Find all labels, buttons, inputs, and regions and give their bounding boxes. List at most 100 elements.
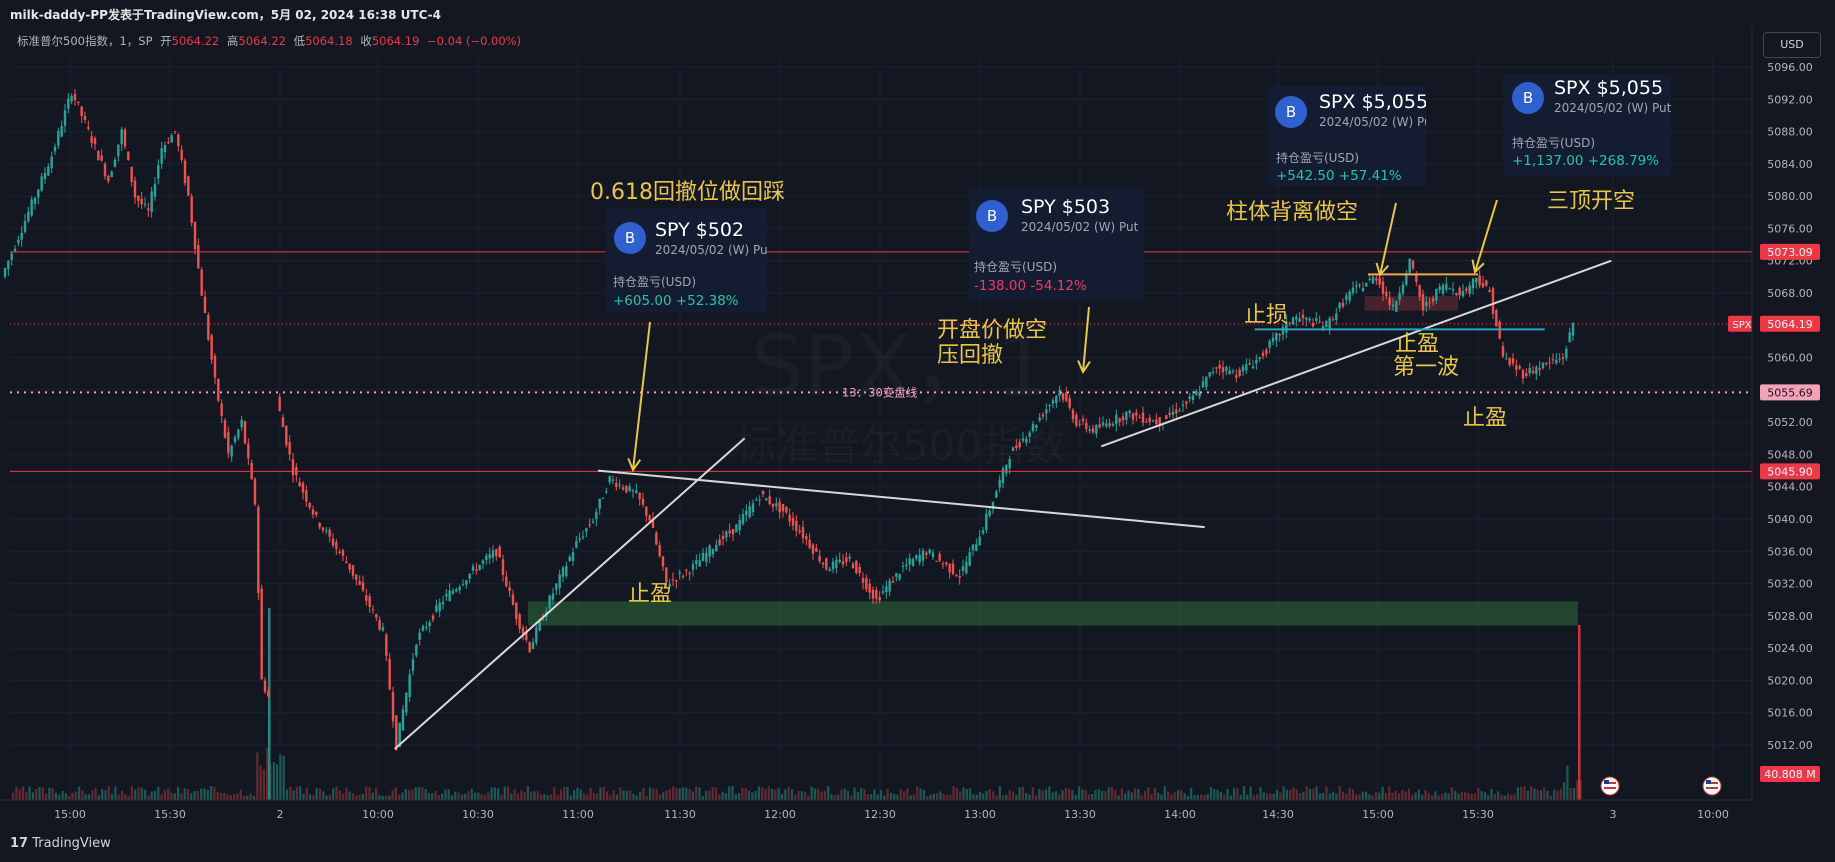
- volume-bar: [1005, 794, 1008, 800]
- candle-body: [127, 151, 130, 161]
- candle-body: [885, 586, 888, 593]
- candle-body: [778, 501, 781, 513]
- candle-body: [1265, 349, 1268, 355]
- time-tick-label: 14:00: [1164, 808, 1196, 821]
- volume-bar: [639, 791, 642, 800]
- volume-bar: [1516, 787, 1519, 800]
- candle-body: [253, 478, 257, 505]
- candle-body: [1341, 302, 1345, 307]
- volume-bar: [1209, 787, 1213, 800]
- time-axis[interactable]: 15:00 15:30 2 10:00 10:30 11:00 11:30 12:00 12:3…: [0, 776, 1835, 826]
- candle-body: [1058, 389, 1061, 396]
- price-zones: [528, 296, 1578, 626]
- volume-bar: [589, 787, 592, 800]
- volume-bar: [216, 791, 219, 800]
- volume-bar: [889, 792, 892, 800]
- candle-body: [791, 517, 795, 526]
- volume-bar: [1186, 795, 1189, 800]
- volume-bar: [919, 788, 922, 800]
- volume-bar: [582, 793, 586, 800]
- candle-body: [1001, 468, 1005, 484]
- volume-bar: [873, 789, 876, 800]
- candle-body: [1375, 278, 1378, 281]
- position-card-spx-5055-a[interactable]: B SPX $5,055 2024/05/02 (W) Put 持仓盈亏(USD…: [1268, 86, 1426, 186]
- candle-body: [1218, 365, 1221, 369]
- price-zone: [1364, 296, 1458, 311]
- candle-body: [451, 590, 455, 594]
- volume-bar: [1167, 791, 1170, 800]
- price-axis[interactable]: 5096.00 5092.00 5088.00 5084.00 5080.00 5076.…: [1751, 27, 1835, 800]
- currency-button[interactable]: USD: [1763, 32, 1821, 58]
- price-tick-label: 5028.00: [1767, 610, 1813, 623]
- volume-bar: [949, 794, 952, 800]
- candle-body: [1151, 420, 1155, 422]
- candle-body: [478, 564, 481, 570]
- volume-bar: [487, 792, 490, 800]
- candle-body: [1235, 375, 1238, 378]
- volume-bar: [714, 787, 718, 800]
- volume-bar: [916, 786, 919, 800]
- candle-body: [828, 569, 831, 572]
- volume-bar: [1460, 791, 1463, 800]
- volume-bar: [1074, 794, 1077, 800]
- volume-bar: [744, 788, 747, 800]
- candle-body: [688, 572, 691, 575]
- candle-body: [1321, 326, 1325, 329]
- candle-body: [1148, 417, 1151, 422]
- volume-bar: [1120, 788, 1123, 800]
- annotation-divergence-short: 柱体背离做空: [1226, 200, 1359, 225]
- annotation-first-wave: 第一波: [1393, 355, 1460, 380]
- volume-bar: [691, 791, 694, 800]
- volume-bar: [1328, 793, 1331, 800]
- volume-bar: [625, 790, 628, 800]
- volume-bar: [757, 786, 760, 800]
- volume-bar: [1183, 793, 1186, 800]
- volume-bar: [1134, 788, 1137, 800]
- volume-bar: [820, 792, 823, 800]
- candle-body: [1128, 410, 1131, 413]
- candle-body: [558, 574, 561, 588]
- trend-lines: [394, 259, 1612, 750]
- price-zone: [528, 601, 1578, 626]
- volume-bar: [12, 792, 15, 800]
- ohlc-legend[interactable]: 标准普尔500指数，1，SP 开5064.22 高5064.22 低5064.1…: [17, 33, 521, 49]
- volume-bar: [1526, 790, 1529, 800]
- candle-body: [861, 578, 865, 583]
- volume-bar: [866, 794, 869, 800]
- candle-body: [143, 203, 147, 205]
- position-card-spy-503[interactable]: B SPY $503 2024/05/02 (W) Put 持仓盈亏(USD) …: [969, 188, 1144, 300]
- tradingview-logo[interactable]: 17 TradingView: [10, 836, 111, 851]
- candle-body: [998, 479, 1001, 488]
- candle-body: [260, 588, 263, 680]
- volume-bar: [355, 795, 358, 800]
- candle-body: [491, 550, 495, 558]
- candle-body: [405, 692, 408, 713]
- volume-bar: [1292, 787, 1295, 800]
- candle-body: [1185, 401, 1188, 404]
- volume-bar: [78, 786, 81, 800]
- candle-body: [1251, 366, 1255, 369]
- volume-bar: [114, 786, 117, 800]
- candle-body: [671, 579, 675, 581]
- candle-body: [20, 232, 23, 240]
- candle-body: [635, 490, 638, 493]
- candle-body: [518, 614, 521, 629]
- volume-bar: [64, 793, 67, 800]
- candle-body: [411, 659, 415, 671]
- volume-bar: [1414, 792, 1417, 800]
- candle-body: [715, 544, 718, 552]
- position-card-spx-5055-b[interactable]: B SPX $5,055 2024/05/02 (W) Put 持仓盈亏(USD…: [1503, 74, 1671, 176]
- buy-badge-icon: B: [614, 222, 646, 254]
- candle-body: [705, 552, 708, 562]
- candle-body: [1285, 321, 1288, 333]
- candle-body: [721, 535, 725, 540]
- volume-bar: [1299, 793, 1302, 800]
- horizontal-levels: 5073.09 5045.90 5055.69 13：30变盘线 5064.19 SPX: [10, 243, 1820, 480]
- candle-body: [243, 421, 247, 444]
- candle-body: [761, 490, 765, 495]
- price-tick-label: 5020.00: [1767, 674, 1813, 687]
- volume-bar: [761, 787, 764, 800]
- position-card-spy-502[interactable]: B SPY $502 2024/05/02 (W) Put 持仓盈亏(USD) …: [605, 208, 767, 312]
- volume-bar: [61, 790, 64, 800]
